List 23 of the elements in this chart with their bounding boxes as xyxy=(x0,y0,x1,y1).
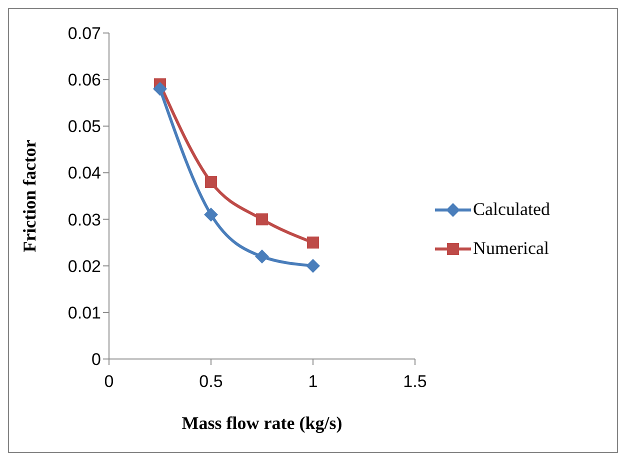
legend-label: Calculated xyxy=(473,199,550,220)
x-tick-label: 1 xyxy=(308,372,318,392)
point xyxy=(306,258,320,273)
legend-label: Numerical xyxy=(473,238,549,259)
y-tick-label: 0.05 xyxy=(68,117,101,136)
x-tick-label: 0 xyxy=(104,372,114,392)
point xyxy=(256,213,268,226)
y-tick-label: 0.06 xyxy=(68,70,101,90)
y-tick-label: 0.02 xyxy=(68,256,101,276)
x-tick-label: 0.5 xyxy=(199,372,223,392)
x-axis-title: Mass flow rate (kg/s) xyxy=(182,413,342,433)
y-tick-label: 0.03 xyxy=(68,210,101,230)
point xyxy=(255,250,269,264)
y-tick-label: 0 xyxy=(92,350,101,370)
x-tick-label: 1.5 xyxy=(403,372,427,392)
y-axis-title: Friction factor xyxy=(19,140,40,252)
y-tick-label: 0.07 xyxy=(68,24,101,44)
point xyxy=(205,176,217,188)
y-tick-label: 0.04 xyxy=(68,164,101,183)
point xyxy=(153,82,167,96)
point xyxy=(204,208,218,222)
y-tick-label: 0.01 xyxy=(68,303,101,322)
point xyxy=(307,236,319,249)
